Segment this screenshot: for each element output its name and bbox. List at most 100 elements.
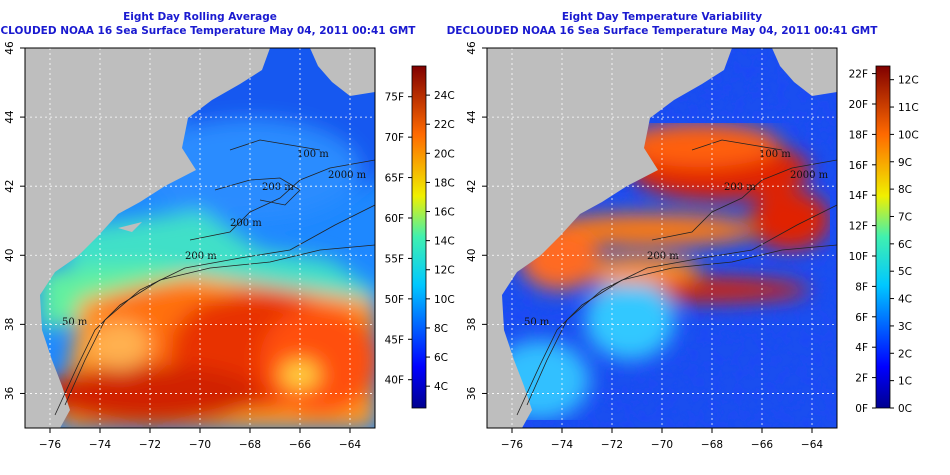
right-cb-f-label: 8F [855, 281, 868, 293]
right-cb-f-label: 0F [855, 403, 868, 415]
svg-text:200 m: 200 m [230, 218, 262, 229]
right-cb-f-label: 14F [849, 190, 868, 202]
left-cb-c-label: 12C [434, 265, 455, 277]
svg-text:100 m: 100 m [759, 149, 791, 160]
left-cb-c-label: 14C [434, 236, 455, 248]
right-cb-c-label: 10C [898, 129, 919, 141]
left-contour-labels: 100 m 200 m 2000 m 200 m 200 m 50 m [62, 149, 367, 328]
svg-text:50 m: 50 m [62, 317, 88, 328]
right-cb-c-label: 6C [898, 239, 912, 251]
left-xtick-label: −76 [39, 439, 61, 451]
right-cb-c-label: 0C [898, 403, 912, 415]
left-ytick-label: 46 [4, 41, 16, 55]
svg-text:100 m: 100 m [297, 149, 329, 160]
left-title: Eight Day Rolling Average [123, 11, 277, 23]
left-cb-f-label: 75F [385, 92, 404, 104]
right-cb-f-label: 20F [849, 99, 868, 111]
left-cb-c-label: 24C [434, 90, 455, 102]
left-xtick-label: −74 [89, 439, 111, 451]
right-cb-f-label: 10F [849, 251, 868, 263]
right-cb-c-label: 1C [898, 376, 912, 388]
right-title: Eight Day Temperature Variability [562, 11, 762, 23]
left-xtick-label: −68 [239, 439, 261, 451]
left-cb-c-label: 6C [434, 352, 448, 364]
left-ytick-label: 42 [4, 179, 16, 192]
left-map-panel: Eight Day Rolling Average DECLOUDED NOAA… [0, 11, 455, 451]
left-cb-f-label: 50F [385, 294, 404, 306]
left-cb-f-label: 70F [385, 132, 404, 144]
left-ytick-label: 40 [4, 249, 16, 262]
right-cb-c-label: 3C [898, 321, 912, 333]
left-cb-c-label: 22C [434, 119, 455, 131]
left-xtick-label: −70 [189, 439, 211, 451]
right-cb-f-label: 2F [855, 373, 868, 385]
right-variability-field: 100 m 200 m 2000 m 200 m 50 m [487, 48, 837, 428]
right-cb-c-label: 9C [898, 157, 912, 169]
right-xtick-label: −76 [501, 439, 523, 451]
left-cb-c-label: 18C [434, 177, 455, 189]
right-xtick-label: −68 [701, 439, 723, 451]
right-cb-f-label: 22F [849, 69, 868, 81]
right-xtick-label: −72 [601, 439, 623, 451]
right-axes: −76 −74 −72 −70 −68 −66 −64 36 38 40 42 44 46 [466, 41, 823, 451]
right-ytick-label: 44 [466, 110, 478, 124]
left-colorbar-ticks: 4C 6C 8C 10C 12C 14C 16C 18C 20C 22C 24C 40F 45F 50F 5… [385, 90, 455, 393]
left-cb-f-label: 45F [385, 334, 404, 346]
right-grid [487, 48, 837, 428]
left-xtick-label: −64 [339, 439, 361, 451]
right-cb-c-label: 5C [898, 266, 912, 278]
left-cb-f-label: 65F [385, 173, 404, 185]
left-xtick-label: −66 [289, 439, 311, 451]
left-colorbar [411, 65, 427, 409]
left-isobaths [54, 139, 375, 416]
svg-text:200 m: 200 m [647, 251, 679, 262]
right-cb-f-label: 18F [849, 129, 868, 141]
left-cb-c-label: 20C [434, 148, 455, 160]
right-land [487, 48, 732, 428]
left-cb-c-label: 10C [434, 294, 455, 306]
left-ytick-label: 44 [4, 110, 16, 124]
svg-text:50 m: 50 m [524, 317, 550, 328]
left-sst-field: 100 m 200 m 2000 m 200 m 200 m 50 m [25, 48, 375, 428]
right-xtick-label: −74 [551, 439, 573, 451]
right-map-panel: Eight Day Temperature Variability DECLOU… [447, 11, 919, 451]
right-xtick-label: −66 [751, 439, 773, 451]
right-cb-f-label: 12F [849, 221, 868, 233]
left-xtick-label: −72 [139, 439, 161, 451]
right-contour-labels: 100 m 200 m 2000 m 200 m 50 m [524, 149, 829, 328]
right-subtitle: DECLOUDED NOAA 16 Sea Surface Temperatur… [447, 25, 879, 37]
left-cb-f-label: 55F [385, 253, 404, 265]
right-ytick-label: 42 [466, 179, 478, 192]
right-cb-c-label: 11C [898, 102, 919, 114]
left-grid [25, 48, 375, 428]
right-xtick-label: −64 [801, 439, 823, 451]
right-colorbar [875, 65, 891, 409]
right-ytick-label: 36 [466, 386, 478, 400]
left-cb-f-label: 60F [385, 213, 404, 225]
left-cb-c-label: 8C [434, 323, 448, 335]
left-land [25, 48, 270, 428]
left-cb-c-label: 16C [434, 207, 455, 219]
right-cb-c-label: 8C [898, 184, 912, 196]
right-colorbar-ticks: 0C 1C 2C 3C 4C 5C 6C 7C 8C 9C 10C 11C 12C 0F 2F 4F 6F 8F 1… [849, 69, 919, 415]
right-cb-c-label: 12C [898, 75, 919, 87]
right-cb-c-label: 2C [898, 348, 912, 360]
right-isobaths [516, 139, 837, 416]
left-ytick-label: 38 [4, 318, 16, 331]
right-cb-c-label: 4C [898, 294, 912, 306]
right-ytick-label: 40 [466, 249, 478, 262]
left-cb-f-label: 40F [385, 375, 404, 387]
right-ytick-label: 46 [466, 41, 478, 55]
right-cb-f-label: 16F [849, 160, 868, 172]
left-subtitle: DECLOUDED NOAA 16 Sea Surface Temperatur… [0, 25, 416, 37]
svg-text:2000 m: 2000 m [790, 170, 829, 181]
right-xtick-label: −70 [651, 439, 673, 451]
svg-text:2000 m: 2000 m [328, 170, 367, 181]
svg-text:200 m: 200 m [185, 251, 217, 262]
svg-text:200 m: 200 m [724, 182, 756, 193]
right-cb-f-label: 4F [855, 342, 868, 354]
svg-text:200 m: 200 m [262, 182, 294, 193]
right-cb-f-label: 6F [855, 312, 868, 324]
right-ytick-label: 38 [466, 318, 478, 331]
